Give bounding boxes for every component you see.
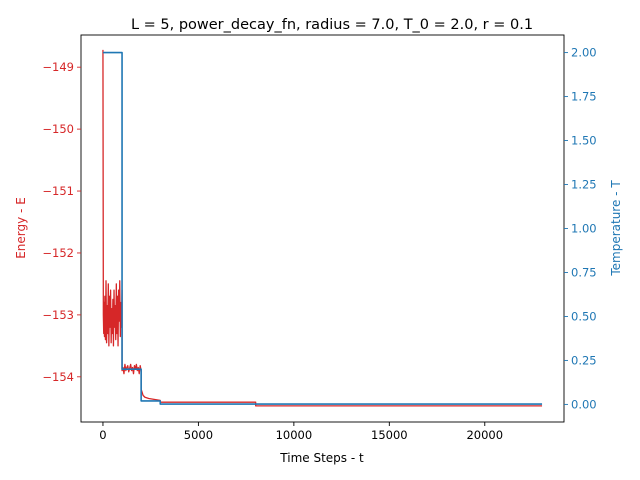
x-axis-label: Time Steps - t: [279, 451, 364, 465]
energy-line: [102, 49, 543, 407]
plot-frame: [80, 34, 565, 423]
plot-area: [102, 49, 543, 407]
right-y-axis-label: Temperature - T: [609, 180, 623, 277]
left-y-axis-label: Energy - E: [14, 197, 28, 259]
left-y-tick-label: −151: [42, 184, 74, 198]
right-y-tick-label: 1.75: [571, 90, 597, 104]
x-tick-label: 0: [99, 428, 106, 442]
left-y-tick-label: −149: [42, 60, 74, 74]
right-y-tick-label: 1.25: [571, 178, 597, 192]
x-tick-label: 10000: [276, 428, 313, 442]
right-y-tick-label: 0.25: [571, 353, 597, 367]
right-y-tick-label: 0.75: [571, 265, 597, 279]
right-y-axis: 0.00 0.25 0.50 0.75 1.00 1.25 1.50 1.75 2.00: [564, 46, 597, 411]
x-tick-label: 15000: [371, 428, 408, 442]
temperature-line: [102, 51, 543, 405]
right-y-tick-label: 2.00: [571, 46, 597, 60]
right-y-tick-label: 1.00: [571, 222, 597, 236]
left-y-tick-label: −150: [42, 122, 74, 136]
x-axis: 0 5000 10000 15000 20000: [99, 422, 503, 442]
right-y-tick-label: 0.00: [571, 397, 597, 411]
left-y-tick-label: −153: [42, 308, 74, 322]
energy-series: [102, 49, 543, 407]
x-tick-label: 20000: [466, 428, 503, 442]
chart-title: L = 5, power_decay_fn, radius = 7.0, T_0…: [131, 17, 533, 33]
left-y-axis: −154 −153 −152 −151 −150 −149: [42, 60, 81, 384]
right-y-tick-label: 0.50: [571, 309, 597, 323]
temperature-series: [102, 51, 543, 405]
x-tick-label: 5000: [184, 428, 213, 442]
left-y-tick-label: −154: [42, 370, 74, 384]
right-y-tick-label: 1.50: [571, 134, 597, 148]
left-y-tick-label: −152: [42, 246, 74, 260]
